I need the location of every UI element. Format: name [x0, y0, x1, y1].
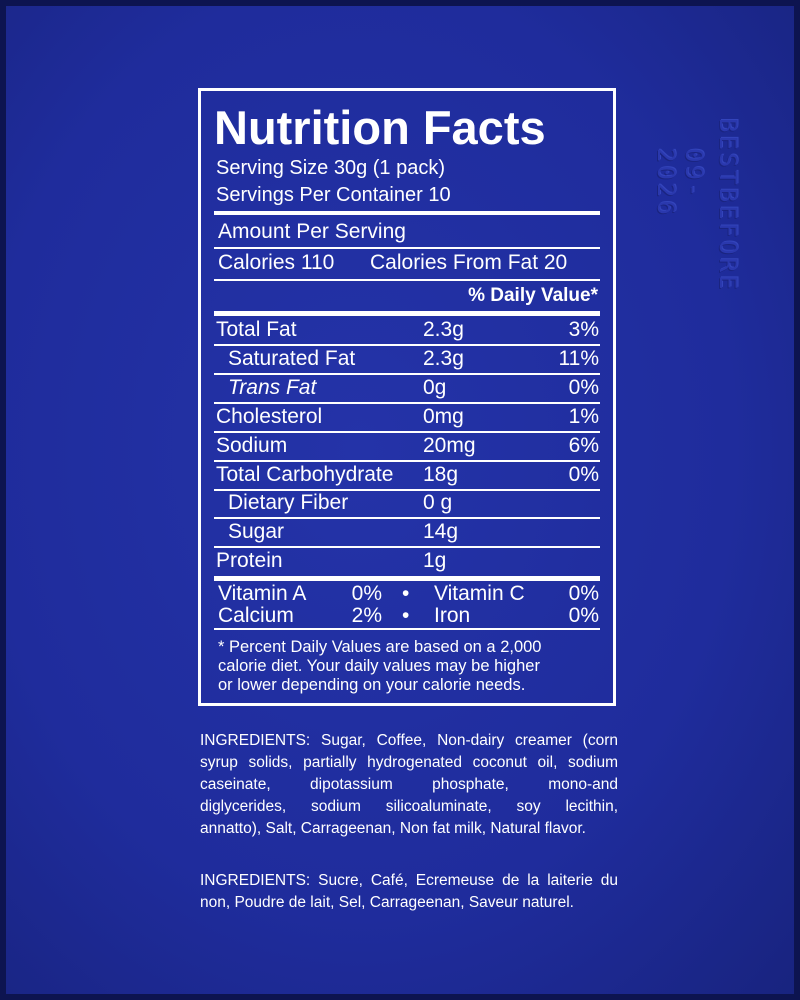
nutrient-dv: 0%: [568, 375, 599, 399]
nutrient-name: Trans Fat: [228, 375, 317, 399]
footnote-line: calorie diet. Your daily values may be h…: [218, 657, 540, 675]
nutrient-amount: 2.3g: [423, 346, 464, 370]
ingredients-line: INGREDIENTS: Sucre, Café, Ecremeuse de l…: [200, 872, 618, 889]
amount-per-serving: Amount Per Serving: [218, 220, 406, 243]
vitamin-name: Calcium: [218, 604, 294, 627]
rule: [214, 311, 600, 316]
nutrient-amount: 1g: [423, 549, 447, 573]
rule: [214, 247, 600, 249]
ingredients-line: diglycerides, sodium silicoaluminate, so…: [200, 798, 618, 815]
rule: [214, 401, 600, 404]
vitamin-name: Iron: [434, 604, 471, 627]
vitamin-name: Vitamin A: [218, 582, 307, 605]
rule: [214, 576, 600, 581]
best-before-line: 09-2026: [652, 148, 708, 218]
nutrient-amount: 18g: [423, 462, 459, 486]
rule: [214, 372, 600, 375]
ingredients-line: syrup solids, partially hydrogenated coc…: [200, 754, 618, 771]
nutrient-amount: 0mg: [423, 404, 464, 428]
vitamin-name: Vitamin C: [434, 582, 525, 605]
daily-value-header: % Daily Value*: [468, 285, 598, 306]
ingredients-line: INGREDIENTS: Sugar, Coffee, Non-dairy cr…: [200, 732, 618, 749]
nutrient-name: Total Carbohydrate: [216, 462, 394, 486]
servings: Servings Per Container 10: [216, 184, 451, 206]
rule: [214, 628, 600, 630]
vitamin-value: 0%: [568, 582, 599, 605]
nutrient-name: Total Fat: [216, 318, 297, 341]
rule: [214, 344, 600, 346]
nutrient-name: Protein: [216, 549, 283, 573]
footnote-line: or lower depending on your calorie needs…: [218, 676, 526, 694]
ingredients-line: annatto), Salt, Carrageenan, Non fat mil…: [200, 820, 586, 837]
separator: •: [402, 604, 410, 627]
nutrition-box: [198, 88, 616, 706]
calories: Calories 110: [218, 251, 335, 274]
nutrient-dv: 3%: [568, 318, 599, 341]
rule: [214, 488, 600, 491]
serving-size: Serving Size 30g (1 pack): [216, 157, 446, 179]
nutrient-name: Sugar: [228, 520, 285, 544]
nutrient-dv: 11%: [558, 346, 599, 370]
ingredients-line: caseinate, dipotassium phosphate, mono-a…: [200, 776, 618, 793]
nutrient-amount: 0 g: [423, 491, 453, 515]
calories-from-fat: Calories From Fat 20: [370, 251, 568, 274]
vitamin-value: 2%: [351, 604, 382, 627]
rule: [214, 430, 600, 433]
nutrient-amount: 0g: [423, 375, 447, 399]
title: Nutrition Facts: [214, 101, 546, 154]
vitamin-value: 0%: [568, 604, 599, 627]
best-before-line: BESTBEFORE: [714, 118, 742, 293]
rule: [214, 546, 600, 549]
ingredients-line: non, Poudre de lait, Sel, Carrageenan, S…: [200, 894, 574, 911]
nutrient-amount: 14g: [423, 520, 459, 544]
rule: [214, 279, 600, 281]
rule: [214, 211, 600, 215]
nutrient-name: Cholesterol: [216, 404, 323, 428]
nutrient-amount: 2.3g: [423, 318, 464, 341]
nutrient-amount: 20mg: [423, 433, 476, 457]
nutrient-name: Dietary Fiber: [228, 491, 349, 515]
nutrient-dv: 0%: [568, 462, 599, 486]
nutrient-name: Sodium: [216, 433, 288, 457]
footnote-line: * Percent Daily Values are based on a 2,…: [218, 638, 542, 656]
rule: [214, 517, 600, 520]
nutrient-dv: 1%: [568, 404, 599, 428]
vitamin-value: 0%: [351, 582, 382, 605]
separator: •: [402, 582, 410, 605]
nutrient-name: Saturated Fat: [228, 346, 356, 370]
nutrient-dv: 6%: [568, 433, 599, 457]
rule: [214, 459, 600, 462]
